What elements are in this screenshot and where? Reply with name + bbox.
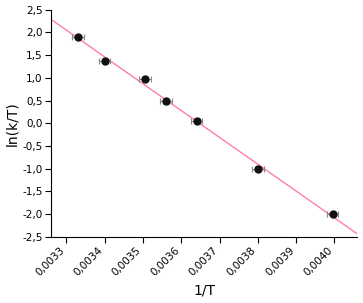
Y-axis label: ln(k/T): ln(k/T) xyxy=(5,101,20,146)
X-axis label: 1/T: 1/T xyxy=(193,283,215,298)
